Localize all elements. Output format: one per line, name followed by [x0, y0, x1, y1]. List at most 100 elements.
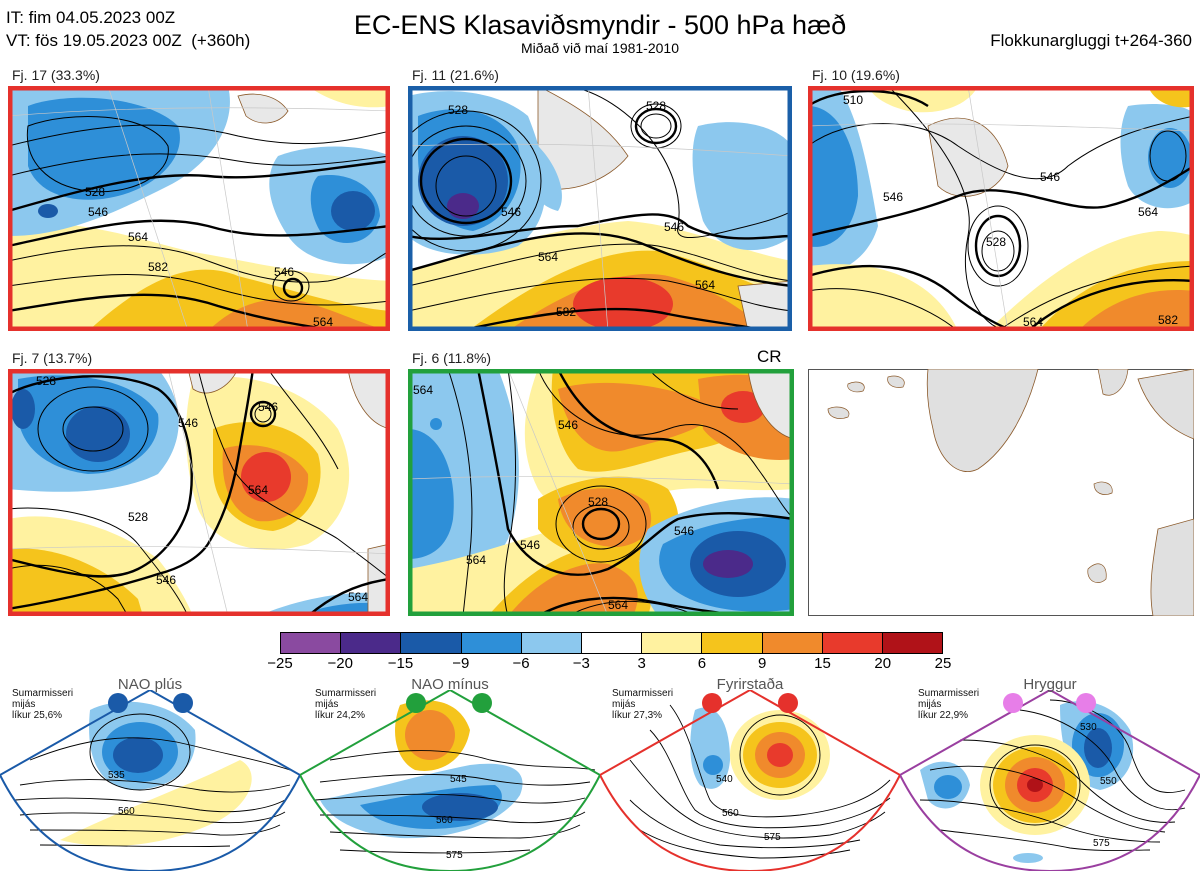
colorbar-cell [461, 633, 522, 653]
panel-label-3: Fj. 10 (19.6%) [812, 67, 900, 83]
probability-text: líkur 24,2% [315, 710, 366, 721]
page-title: EC-ENS Klasaviðsmyndir - 500 hPa hæð [353, 10, 847, 40]
contour-label: 564 [248, 483, 268, 497]
issue-time: IT: fim 04.05.2023 00Z [6, 8, 176, 27]
colorbar-tick-label: −20 [327, 655, 353, 672]
issue-info: IT: fim 04.05.2023 00Z VT: fös 19.05.202… [6, 6, 250, 52]
colorbar-tick-label: 15 [814, 655, 831, 672]
regime-info-nao-plus: Sumarmisseri mijás líkur 25,6% [12, 688, 73, 721]
colorbar-tick-label: 3 [637, 655, 646, 672]
page-subtitle: Miðað við maí 1981-2010 [521, 40, 679, 56]
colorbar-cell [642, 633, 703, 653]
regime-nao-plus-map: 535 560 [0, 690, 300, 871]
contour-label: 564 [1138, 205, 1158, 219]
panel-frame [408, 86, 792, 331]
regime-info-nao-minus: Sumarmisseri mijás líkur 24,2% [315, 688, 376, 721]
panel-frame [408, 369, 794, 616]
contour-label: 546 [664, 220, 684, 234]
contour-label: 546 [156, 573, 176, 587]
colorbar-cell [822, 633, 883, 653]
regime-marker-dot [702, 693, 722, 713]
contour-label: 545 [450, 774, 467, 785]
colorbar-cell [281, 633, 342, 653]
map-panel-5: 564 546 546 528 546 564 564 [408, 369, 794, 616]
colorbar-tick-label: 6 [697, 655, 707, 672]
probability-text: líkur 27,3% [612, 710, 663, 721]
regime-info-block: Sumarmisseri mijás líkur 27,3% [612, 688, 673, 721]
colorbar-ticks: −25 −20 −15 −9 −6 −3 3 6 9 15 20 25 [267, 655, 951, 675]
regime-outline [900, 690, 1200, 871]
colorbar-tick-label: −6 [512, 655, 530, 672]
probability-text: líkur 25,6% [12, 710, 63, 721]
contour-label: 546 [258, 400, 278, 414]
season-text: Sumarmisseri [315, 688, 377, 699]
colorbar-tick-label: 9 [758, 655, 767, 672]
contour-label: 560 [436, 815, 453, 826]
valid-time: VT: fös 19.05.2023 00Z (+360h) [6, 31, 251, 50]
regime-title-nao-minus: NAO mínus [411, 676, 489, 693]
contour-label: 564 [695, 278, 715, 292]
colorbar-cell [521, 633, 582, 653]
contour-label: 540 [716, 774, 733, 785]
contour-label: 546 [883, 190, 903, 204]
regime-outline [300, 690, 600, 871]
contour-label: 528 [36, 374, 56, 388]
regime-title-nao-plus: NAO plús [117, 676, 183, 693]
contour-label: 528 [986, 235, 1006, 249]
colorbar-tick-label: 20 [874, 655, 892, 672]
map-panel-3: 510 528 546 546 564 564 582 [808, 86, 1194, 331]
panel-label-1: Fj. 17 (33.3%) [12, 67, 100, 83]
regime-marker-dot [108, 693, 128, 713]
map-panel-4: 528 546 528 546 564 546 564 [8, 369, 390, 616]
colorbar-cell [581, 633, 643, 653]
contour-label: 530 [1080, 722, 1097, 733]
panel-frame [8, 369, 390, 616]
probability-text: líkur 22,9% [918, 710, 969, 721]
contour-label: 528 [128, 510, 148, 524]
colorbar-tick-label: 25 [934, 655, 952, 672]
contour-label: 528 [588, 495, 608, 509]
regime-info-ridge: Sumarmisseri mijás líkur 22,9% [918, 688, 979, 721]
regime-outline [0, 690, 300, 871]
contour-label: 546 [501, 205, 521, 219]
panel-frame [808, 86, 1194, 331]
contour-label: 535 [108, 770, 125, 781]
regime-marker-dot [406, 693, 426, 713]
contour-label: 528 [448, 103, 468, 117]
regime-marker-dot [778, 693, 798, 713]
regime-ridge-map: 530 550 575 [900, 690, 1200, 871]
regime-marker-dot [1076, 693, 1096, 713]
method-text: mijás [12, 699, 36, 710]
colorbar-cell [341, 633, 402, 653]
contour-label: 546 [520, 538, 540, 552]
panel-label-5: Fj. 6 (11.8%) [412, 350, 492, 366]
colorbar-cell [762, 633, 823, 653]
contour-label: 575 [764, 832, 781, 843]
method-text: mijás [315, 699, 339, 710]
map-panel-empty [808, 369, 1194, 616]
regime-marker-dot [472, 693, 492, 713]
regime-marker-dot [1003, 693, 1023, 713]
regime-title-block: Fyrirstaða [716, 676, 784, 693]
season-text: Sumarmisseri [12, 688, 74, 699]
contour-label: 546 [88, 205, 108, 219]
season-text: Sumarmisseri [918, 688, 980, 699]
regime-outline [600, 690, 900, 871]
contour-label: 528 [85, 185, 105, 199]
regime-marker-dot [173, 693, 193, 713]
contour-label: 564 [1023, 315, 1043, 329]
method-text: mijás [612, 699, 636, 710]
colorbar-tick-label: −3 [572, 655, 590, 672]
contour-label: 564 [413, 383, 433, 397]
contour-label: 550 [1100, 776, 1117, 787]
contour-label: 546 [558, 418, 578, 432]
contour-label: 546 [274, 265, 294, 279]
contour-label: 546 [178, 416, 198, 430]
panel-label-4: Fj. 7 (13.7%) [12, 350, 93, 366]
map-panel-1: 528 546 564 582 546 564 [8, 86, 390, 331]
contour-label: 564 [313, 315, 333, 329]
contour-label: 564 [128, 230, 148, 244]
contour-label: 564 [608, 598, 628, 612]
contour-label: 510 [843, 93, 863, 107]
contour-label: 560 [118, 806, 135, 817]
